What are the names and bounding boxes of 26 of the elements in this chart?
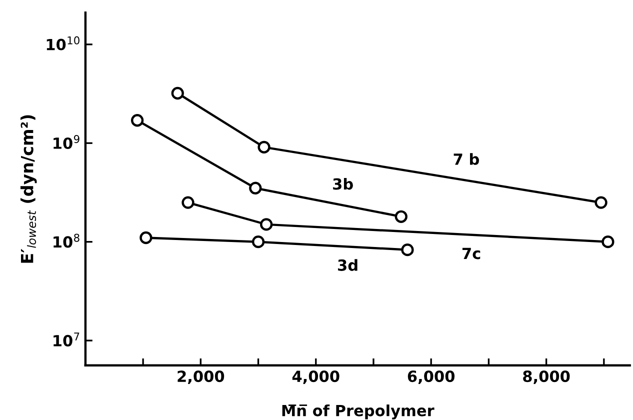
point <box>171 86 184 100</box>
y-tick-label: 10$^{10}$ <box>46 36 80 50</box>
point <box>594 196 608 209</box>
x-tick-label: 2,000 <box>178 370 224 384</box>
series-label: 7c <box>462 248 480 260</box>
x-tick-label: 6,000 <box>408 370 455 384</box>
point <box>252 236 265 248</box>
point <box>394 210 408 223</box>
y-tick-label: 10$^{8}$ <box>54 234 80 248</box>
point <box>602 236 614 248</box>
x-tick-label: 8,000 <box>523 370 570 384</box>
y-tick-label: 10$^{9}$ <box>54 135 80 150</box>
point <box>140 231 152 244</box>
point <box>249 182 262 194</box>
point <box>258 140 270 154</box>
point <box>182 196 194 209</box>
point <box>260 218 273 231</box>
x-axis-title: M̅n̅ of Prepolymer <box>282 404 434 420</box>
x-tick-label: 4,000 <box>292 370 340 384</box>
point <box>401 244 414 256</box>
series-label: 3b <box>333 178 353 190</box>
series-label: 7 b <box>454 153 479 165</box>
point <box>130 114 144 127</box>
y-axis-title: E′$_{lowest}$ (dyn/cm²) <box>20 115 37 263</box>
series-label: 3d <box>338 259 358 271</box>
y-tick-label: 10$^{7}$ <box>54 332 80 346</box>
